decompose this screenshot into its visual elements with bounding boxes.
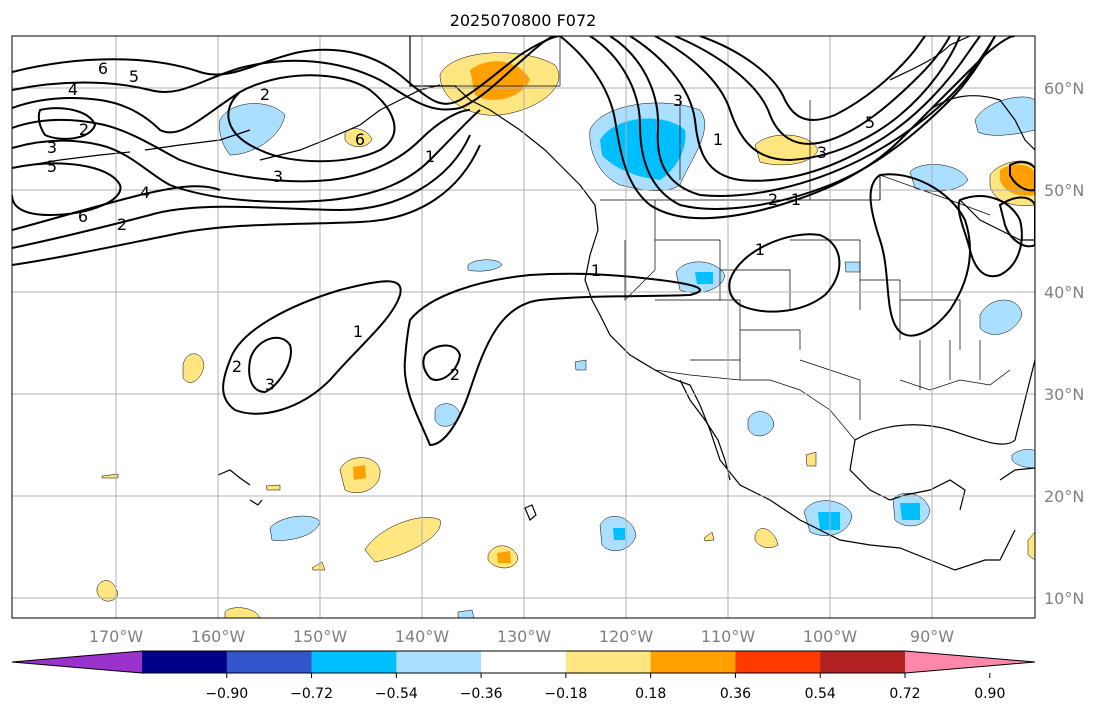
- colorbar-segment: [820, 651, 906, 673]
- longitude-labels: 170°W 160°W 150°W 140°W 130°W 120°W 110°…: [89, 627, 954, 646]
- contour-label: 3: [265, 375, 275, 394]
- height-contours: [12, 36, 1035, 447]
- colorbar-tick-label: 0.36: [720, 686, 751, 702]
- colorbar-tick-label: 0.90: [974, 686, 1005, 702]
- lon-label: 110°W: [701, 627, 756, 646]
- contour-label: 4: [140, 183, 150, 202]
- contour-label: 6: [78, 207, 88, 226]
- contour-label: 1: [755, 240, 765, 259]
- colorbar: −0.90 −0.72 −0.54 −0.36 −0.18 0.18 0.36 0.54 0.7…: [11, 650, 1036, 702]
- contour-label: 1: [425, 147, 435, 166]
- latitude-labels: 60°N 50°N 40°N 30°N 20°N 10°N: [1044, 79, 1084, 608]
- lon-label: 140°W: [395, 627, 450, 646]
- colorbar-segment: [650, 651, 736, 673]
- contour-label: 6: [98, 59, 108, 78]
- positive-anomaly-shading: [96, 52, 1035, 618]
- lon-label: 90°W: [910, 627, 954, 646]
- colorbar-tick-label: 0.18: [635, 686, 666, 702]
- contour-label: 2: [232, 357, 242, 376]
- contour-label: 1: [791, 190, 801, 209]
- contour-label: 6: [355, 130, 365, 149]
- contour-label: 5: [129, 67, 139, 86]
- contour-label: 2: [260, 85, 270, 104]
- colorbar-segment: [311, 651, 397, 673]
- lat-label: 60°N: [1044, 79, 1084, 98]
- lon-label: 160°W: [191, 627, 246, 646]
- colorbar-tick-label: −0.18: [544, 686, 587, 702]
- colorbar-segment: [142, 651, 228, 673]
- contour-label: 1: [591, 261, 601, 280]
- colorbar-segment: [396, 651, 482, 673]
- graticule: [12, 36, 1035, 618]
- contour-label: 3: [817, 143, 827, 162]
- contour-label: 2: [768, 190, 778, 209]
- contour-label: 4: [68, 80, 78, 99]
- lon-label: 120°W: [599, 627, 654, 646]
- negative-anomaly-shading: [219, 96, 1035, 618]
- lat-label: 40°N: [1044, 283, 1084, 302]
- colorbar-segment: [735, 651, 821, 673]
- contour-label: 3: [47, 138, 57, 157]
- lon-label: 170°W: [89, 627, 144, 646]
- lat-label: 30°N: [1044, 385, 1084, 404]
- contour-label: 5: [47, 157, 57, 176]
- colorbar-tick-label: −0.36: [460, 686, 503, 702]
- colorbar-tick-label: −0.72: [290, 686, 333, 702]
- lon-label: 130°W: [497, 627, 552, 646]
- colorbar-tick-label: −0.54: [375, 686, 418, 702]
- contour-label: 2: [450, 365, 460, 384]
- lat-label: 20°N: [1044, 487, 1084, 506]
- colorbar-tick-label: 0.72: [889, 686, 920, 702]
- lat-label: 10°N: [1044, 589, 1084, 608]
- lon-label: 100°W: [803, 627, 858, 646]
- contour-label: 2: [79, 120, 89, 139]
- colorbar-segment: [226, 651, 313, 673]
- colorbar-extend-max: [905, 651, 1035, 673]
- colorbar-tick-label: −0.90: [205, 686, 248, 702]
- colorbar-segment: [565, 651, 652, 673]
- lon-label: 150°W: [293, 627, 348, 646]
- colorbar-outline: [11, 650, 1036, 674]
- contour-labels: 6 5 4 3 2 5 4 6 2 2 3 1 6 3 1 3 2 6 2 1: [47, 59, 875, 394]
- contour-label: 3: [673, 91, 683, 110]
- contour-label: 2: [117, 215, 127, 234]
- map-panel: 6 5 4 3 2 5 4 6 2 2 3 1 6 3 1 3 2 6 2 1: [11, 35, 1036, 619]
- colorbar-tick-label: 0.54: [805, 686, 836, 702]
- contour-label: 1: [353, 322, 363, 341]
- map-title: 2025070800 F072: [450, 11, 597, 30]
- contour-label: 5: [865, 113, 875, 132]
- contour-label: 3: [273, 167, 283, 186]
- colorbar-extend-min: [12, 651, 142, 673]
- lat-label: 50°N: [1044, 181, 1084, 200]
- map-frame: [11, 35, 1036, 619]
- colorbar-segment: [481, 651, 567, 673]
- contour-label: 1: [713, 130, 723, 149]
